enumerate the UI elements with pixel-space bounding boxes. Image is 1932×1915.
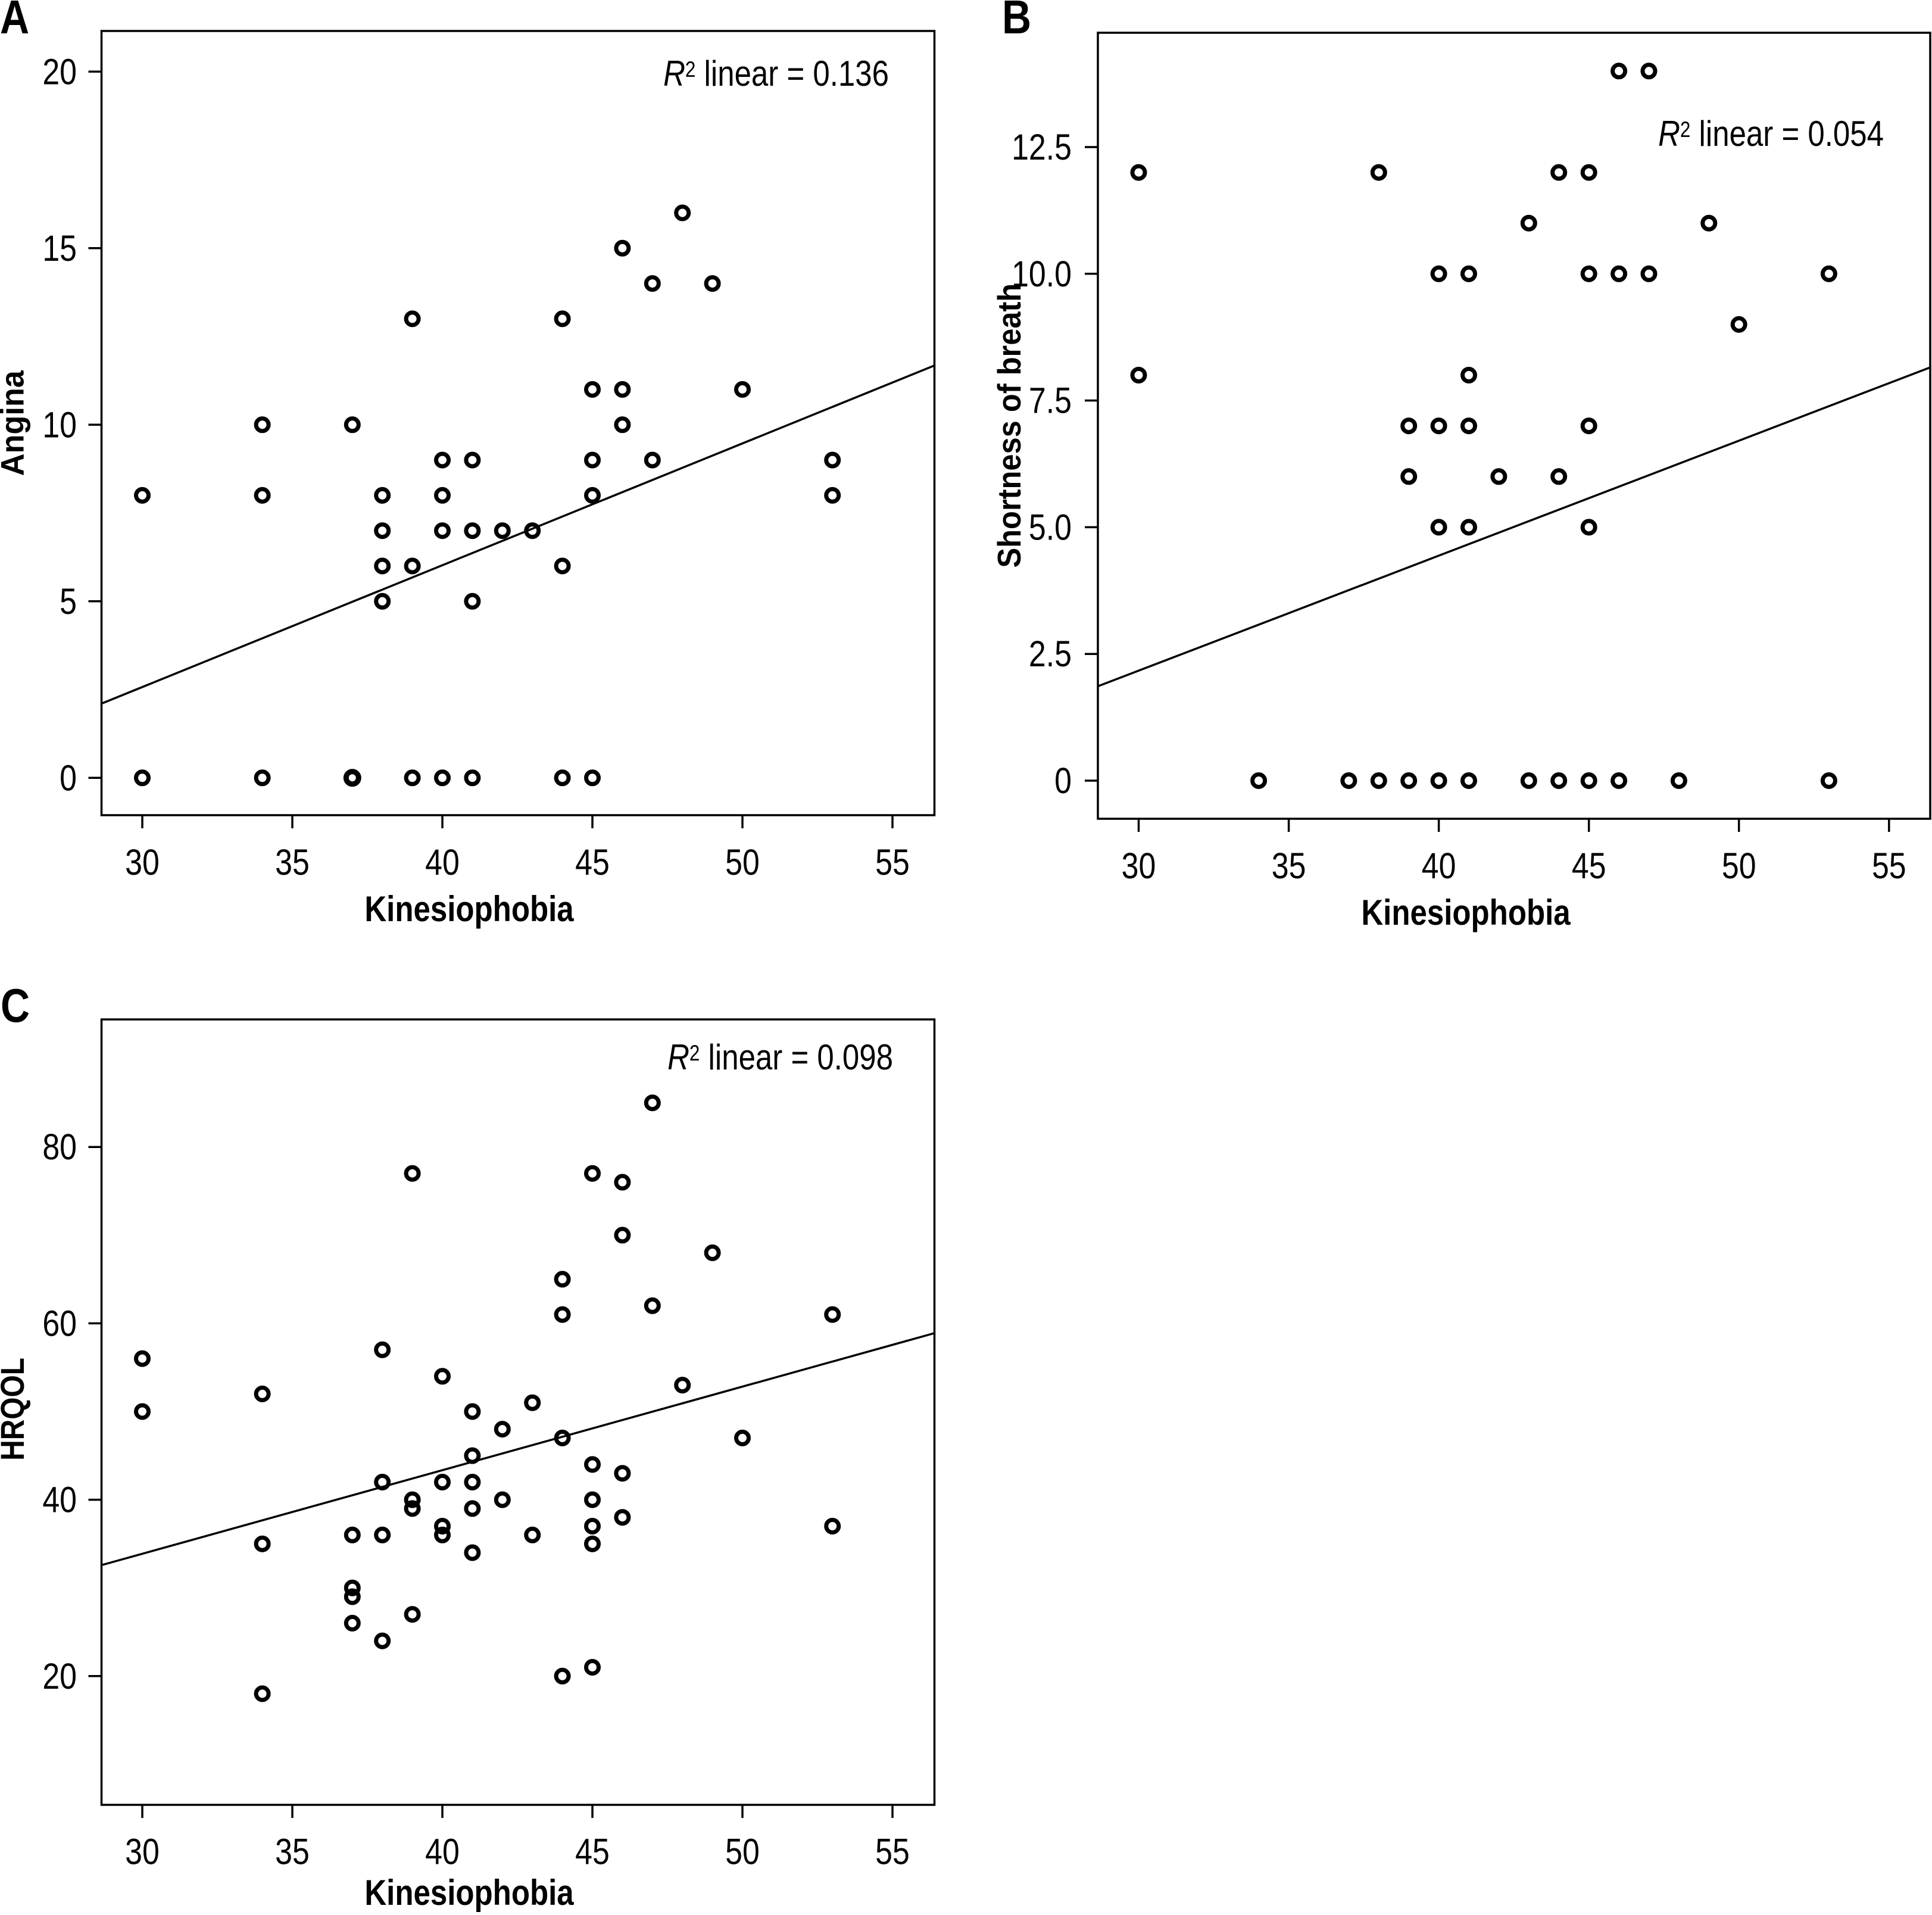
svg-text:40: 40: [1422, 846, 1456, 886]
svg-text:50: 50: [725, 842, 760, 882]
svg-text:Angina: Angina: [0, 370, 31, 476]
svg-text:55: 55: [875, 842, 910, 882]
svg-text:35: 35: [1272, 846, 1306, 886]
svg-text:10: 10: [42, 404, 77, 445]
svg-text:HRQOL: HRQOL: [0, 1358, 32, 1461]
svg-text:Kinesiophobia: Kinesiophobia: [364, 889, 574, 929]
svg-text:30: 30: [1122, 846, 1156, 886]
svg-text:45: 45: [575, 1832, 610, 1872]
svg-text:50: 50: [1722, 846, 1756, 886]
svg-text:30: 30: [125, 842, 160, 882]
svg-text:5.0: 5.0: [1029, 507, 1072, 547]
svg-text:Shortness of breath: Shortness of breath: [991, 283, 1028, 568]
svg-text:45: 45: [1572, 846, 1606, 886]
svg-text:2.5: 2.5: [1029, 634, 1072, 674]
svg-text:20: 20: [42, 51, 77, 92]
svg-text:55: 55: [875, 1832, 910, 1872]
svg-text:10.0: 10.0: [1012, 254, 1072, 294]
svg-text:80: 80: [42, 1127, 77, 1167]
svg-text:55: 55: [1872, 846, 1906, 886]
svg-text:R2 linear = 0.054: R2 linear = 0.054: [1658, 114, 1884, 154]
svg-text:7.5: 7.5: [1029, 380, 1072, 421]
svg-text:0: 0: [60, 757, 77, 798]
svg-text:0: 0: [1054, 760, 1072, 801]
svg-text:12.5: 12.5: [1012, 127, 1072, 167]
svg-text:Kinesiophobia: Kinesiophobia: [364, 1873, 574, 1912]
svg-text:R2 linear = 0.098: R2 linear = 0.098: [667, 1037, 893, 1077]
svg-text:45: 45: [575, 842, 610, 882]
svg-text:30: 30: [125, 1832, 160, 1872]
svg-text:60: 60: [42, 1303, 77, 1343]
svg-text:40: 40: [425, 842, 460, 882]
svg-text:B: B: [1002, 0, 1031, 43]
svg-text:40: 40: [425, 1832, 460, 1872]
svg-text:35: 35: [275, 1832, 310, 1872]
svg-text:5: 5: [60, 581, 77, 622]
svg-text:15: 15: [42, 228, 77, 269]
svg-text:40: 40: [42, 1480, 77, 1520]
svg-text:C: C: [1, 979, 30, 1032]
svg-text:50: 50: [725, 1832, 760, 1872]
svg-text:R2 linear = 0.136: R2 linear = 0.136: [663, 54, 889, 93]
svg-text:A: A: [0, 0, 29, 43]
svg-text:35: 35: [275, 842, 310, 882]
svg-text:Kinesiophobia: Kinesiophobia: [1361, 893, 1571, 932]
svg-text:20: 20: [42, 1656, 77, 1696]
